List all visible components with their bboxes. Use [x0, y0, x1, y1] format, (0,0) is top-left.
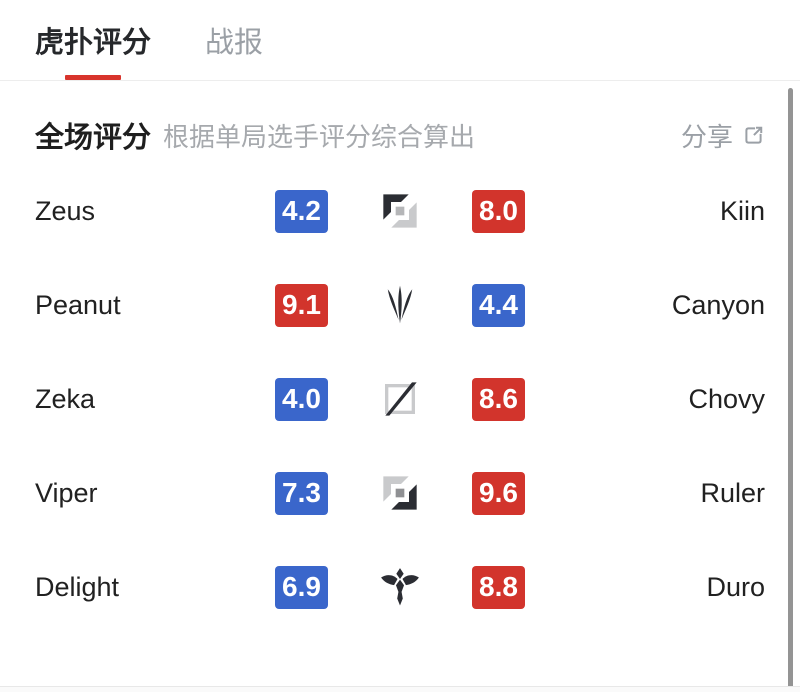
left-score-badge[interactable]: 4.0	[275, 377, 328, 421]
tab-bar: 虎扑评分 战报	[0, 0, 800, 81]
panel-subtitle: 根据单局选手评分综合算出	[163, 121, 476, 152]
right-score-badge[interactable]: 4.4	[472, 283, 525, 327]
left-player-name: Viper	[35, 477, 98, 508]
left-player-name: Peanut	[35, 289, 121, 320]
panel-header: 全场评分 根据单局选手评分综合算出 分享	[0, 81, 800, 154]
player-rating-row-top: Zeus 4.2 8.0 Kiin	[0, 164, 800, 258]
support-icon	[328, 566, 472, 608]
bottom-divider	[0, 686, 800, 692]
player-rating-row-jungle: Peanut 9.1 4.4 Canyon	[0, 258, 800, 352]
tab-battle-report-label: 战报	[205, 27, 264, 59]
bot-lane-icon	[328, 473, 472, 513]
right-player-name: Ruler	[700, 477, 765, 508]
left-score-badge[interactable]: 9.1	[275, 283, 328, 327]
right-score-badge[interactable]: 8.8	[472, 565, 525, 609]
tab-hupu-rating[interactable]: 虎扑评分	[35, 0, 151, 80]
tab-hupu-rating-label: 虎扑评分	[35, 27, 152, 59]
share-button-label: 分享	[680, 121, 733, 152]
left-score-badge[interactable]: 4.2	[275, 189, 328, 233]
left-score-badge[interactable]: 7.3	[275, 471, 328, 515]
player-rating-row-mid: Zeka 4.0 8.6 Chovy	[0, 352, 800, 446]
right-player-name: Kiin	[719, 195, 765, 226]
tab-battle-report[interactable]: 战报	[205, 0, 263, 80]
active-tab-underline	[65, 75, 121, 80]
right-player-name: Duro	[706, 571, 765, 602]
player-rating-row-support: Delight 6.9 8.8 Duro	[0, 540, 800, 634]
share-button[interactable]: 分享	[681, 117, 765, 154]
mid-lane-icon	[328, 379, 472, 419]
right-score-badge[interactable]: 8.0	[472, 189, 525, 233]
left-player-name: Zeus	[35, 195, 96, 226]
scrollbar-thumb[interactable]	[788, 88, 793, 692]
player-rating-row-bot: Viper 7.3 9.6 Ruler	[0, 446, 800, 540]
left-player-name: Zeka	[35, 383, 96, 414]
left-score-badge[interactable]: 6.9	[275, 565, 328, 609]
right-player-name: Canyon	[671, 289, 765, 320]
right-score-badge[interactable]: 9.6	[472, 471, 525, 515]
right-score-badge[interactable]: 8.6	[472, 377, 525, 421]
right-player-name: Chovy	[688, 383, 765, 414]
external-link-icon	[742, 124, 765, 147]
top-lane-icon	[328, 191, 472, 231]
jungle-icon	[328, 284, 472, 326]
left-player-name: Delight	[35, 571, 120, 602]
rating-rows: Zeus 4.2 8.0 Kiin Peanut 9.1	[0, 164, 800, 634]
panel-title: 全场评分	[35, 122, 152, 154]
